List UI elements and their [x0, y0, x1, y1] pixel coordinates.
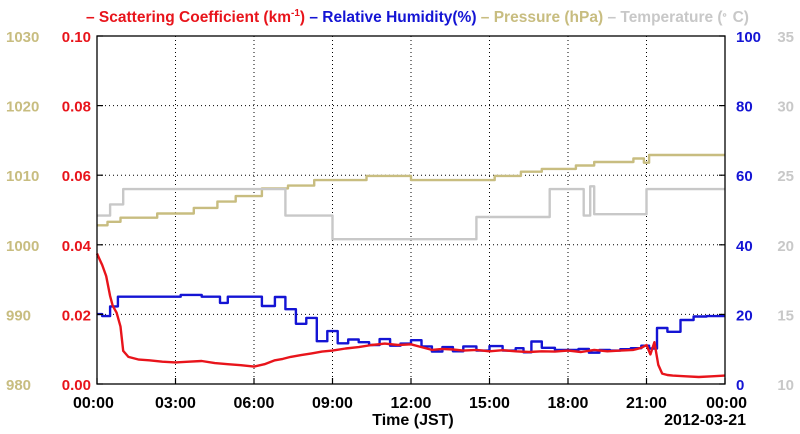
pressure-tick-label: 1030 [6, 29, 39, 46]
series-layer [95, 153, 726, 379]
legend-entry: – Relative Humidity(%) [305, 9, 476, 26]
scattering-tick-label: 0.00 [62, 377, 91, 394]
legend-text: – Scattering Coefficient (km-1) – Relati… [86, 8, 749, 26]
temperature-tick-label: 25 [777, 168, 794, 185]
x-tick-label: 15:00 [469, 395, 510, 412]
temperature-axis: 10 15 20 25 30 35 [777, 29, 794, 394]
pressure-tick-label: 980 [6, 377, 31, 394]
legend-entry: – Temperature ( [603, 9, 723, 26]
legend-entry: – Pressure (hPa) [476, 9, 603, 26]
pressure-tick-label: 1020 [6, 99, 39, 116]
humidity-tick-label: 60 [736, 168, 753, 185]
x-axis: 00:00 03:00 06:00 09:00 12:00 15:00 18:00 21:00… [73, 378, 747, 412]
series-line-pressure [97, 153, 725, 227]
x-axis-title: Time (JST) [372, 412, 454, 429]
humidity-tick-label: 40 [736, 238, 753, 255]
temperature-tick-label: 20 [777, 238, 794, 255]
x-tick-label: 06:00 [234, 395, 275, 412]
x-tick-label: 18:00 [548, 395, 589, 412]
scattering-tick-label: 0.10 [62, 29, 91, 46]
temperature-tick-label: 30 [777, 99, 794, 116]
series-line-temperature [97, 185, 725, 241]
x-tick-label: 00:00 [73, 395, 114, 412]
plot-area [95, 35, 726, 385]
pressure-tick-label: 990 [6, 307, 31, 324]
plot-background [97, 36, 725, 384]
pressure-axis: 980 990 1000 1010 1020 1030 [6, 29, 39, 394]
scattering-tick-label: 0.06 [62, 168, 91, 185]
pressure-tick-label: 1000 [6, 238, 39, 255]
x-tick-label: 00:00 [706, 395, 747, 412]
scattering-axis: 0.00 0.02 0.04 0.06 0.08 0.10 [62, 29, 103, 394]
legend-entry: – Scattering Coefficient (km [86, 9, 291, 26]
grid [97, 36, 725, 384]
legend-tail: ) [300, 9, 305, 26]
temperature-tick-label: 15 [777, 307, 794, 324]
humidity-axis: 0 20 40 60 80 100 [719, 29, 761, 394]
x-tick-label: 12:00 [391, 395, 432, 412]
scattering-tick-label: 0.02 [62, 307, 91, 324]
scattering-tick-label: 0.08 [62, 99, 91, 116]
pressure-tick-label: 1010 [6, 168, 39, 185]
date-label: 2012-03-21 [664, 412, 746, 429]
x-tick-label: 21:00 [626, 395, 667, 412]
chart-legend: – Scattering Coefficient (km-1) – Relati… [86, 8, 749, 26]
series-line-scattering [95, 253, 726, 379]
humidity-tick-label: 80 [736, 99, 753, 116]
humidity-tick-label: 20 [736, 307, 753, 324]
x-tick-label: 09:00 [312, 395, 353, 412]
legend-superscript: 。 [723, 8, 733, 19]
legend-tail: C) [733, 9, 749, 26]
temperature-tick-label: 10 [777, 377, 794, 394]
legend-superscript: -1 [291, 8, 300, 19]
x-tick-label: 03:00 [155, 395, 196, 412]
scattering-tick-label: 0.04 [62, 238, 92, 255]
humidity-tick-label: 0 [736, 377, 744, 394]
temperature-tick-label: 35 [777, 29, 794, 46]
humidity-tick-label: 100 [736, 29, 761, 46]
